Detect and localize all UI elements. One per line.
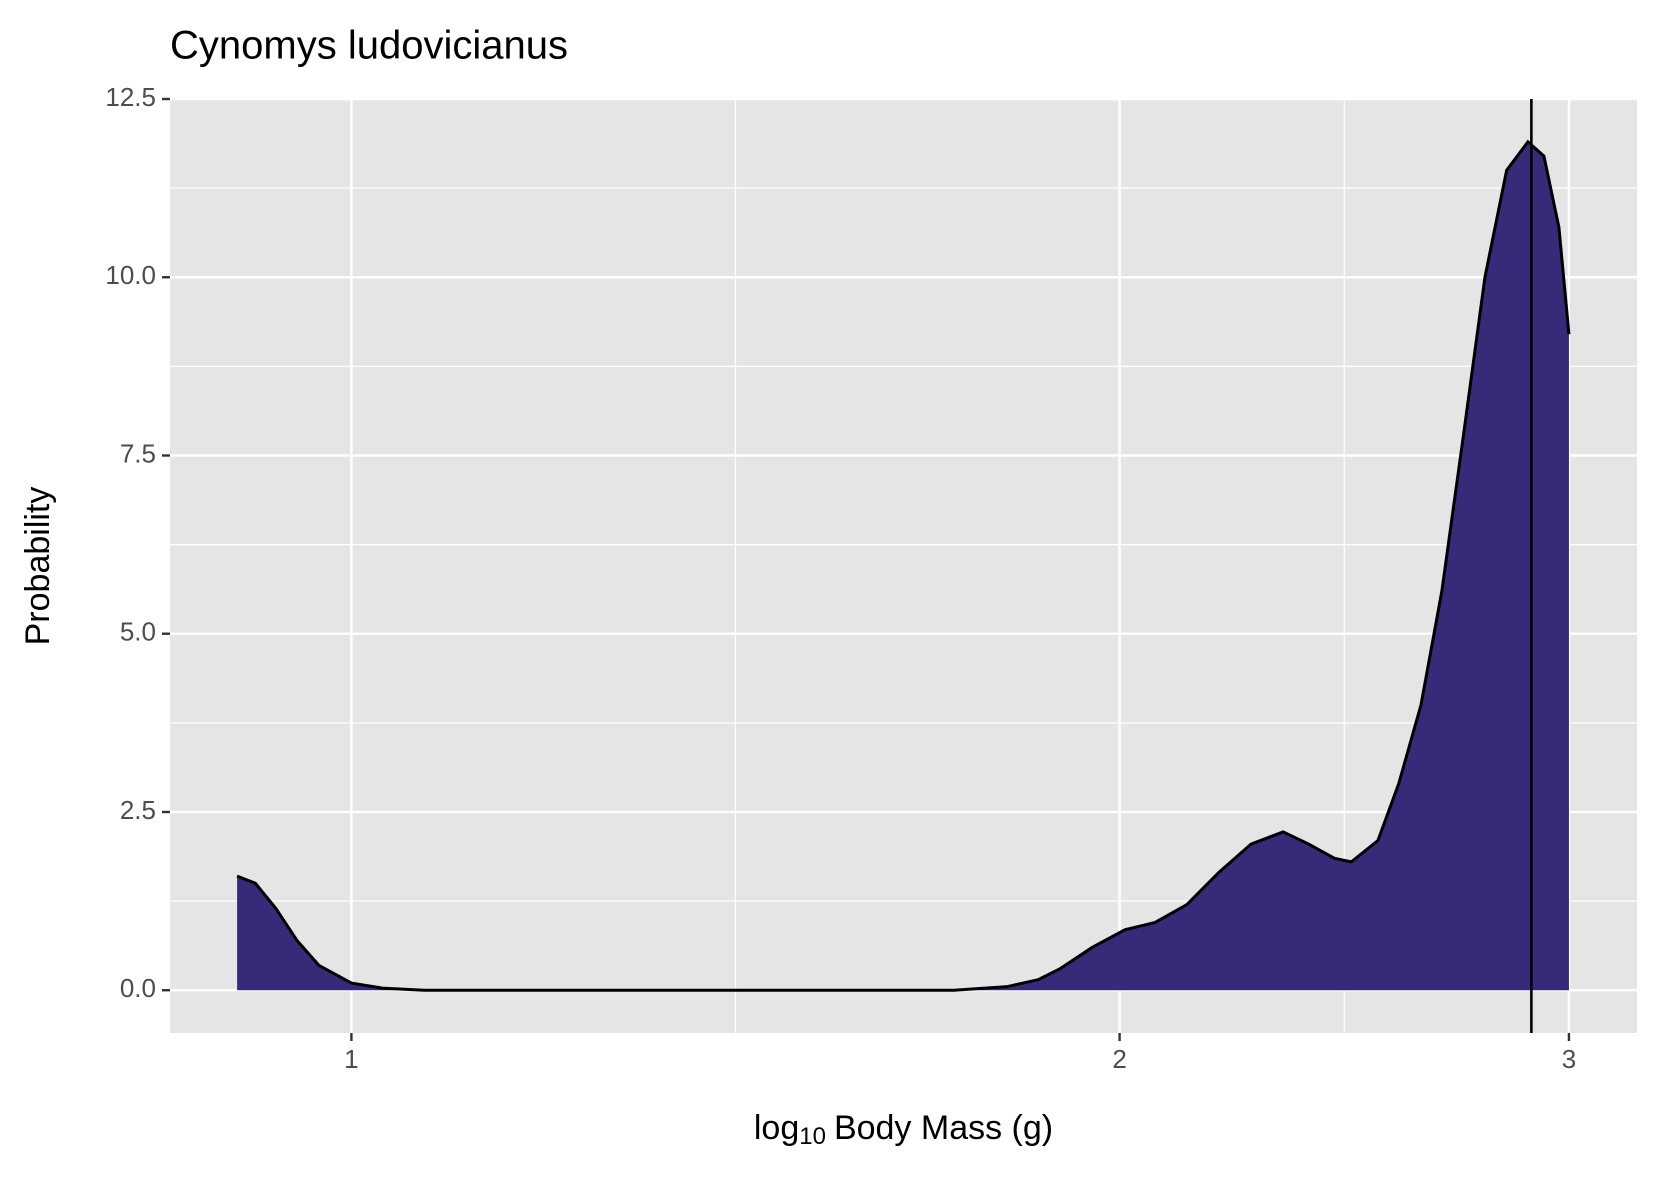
y-tick-label: 7.5	[120, 438, 156, 468]
y-tick-label: 12.5	[105, 82, 156, 112]
x-axis-title-part: Body Mass (g)	[834, 1109, 1053, 1147]
x-axis-title-part: log	[754, 1109, 799, 1147]
x-tick-label: 2	[1112, 1044, 1126, 1074]
y-tick-label: 2.5	[120, 795, 156, 825]
x-axis-title-subscript: 10	[799, 1123, 826, 1150]
y-tick-label: 5.0	[120, 617, 156, 647]
y-tick-label: 0.0	[120, 973, 156, 1003]
y-tick-label: 10.0	[105, 260, 156, 290]
y-axis-title: Probability	[19, 487, 57, 646]
x-tick-label: 1	[344, 1044, 358, 1074]
density-line	[236, 139, 1571, 992]
density-area	[237, 141, 1569, 991]
x-axis-title: log10 Body Mass (g)	[754, 1109, 1053, 1150]
chart-title: Cynomys ludovicianus	[170, 24, 568, 68]
x-tick-label: 3	[1562, 1044, 1576, 1074]
